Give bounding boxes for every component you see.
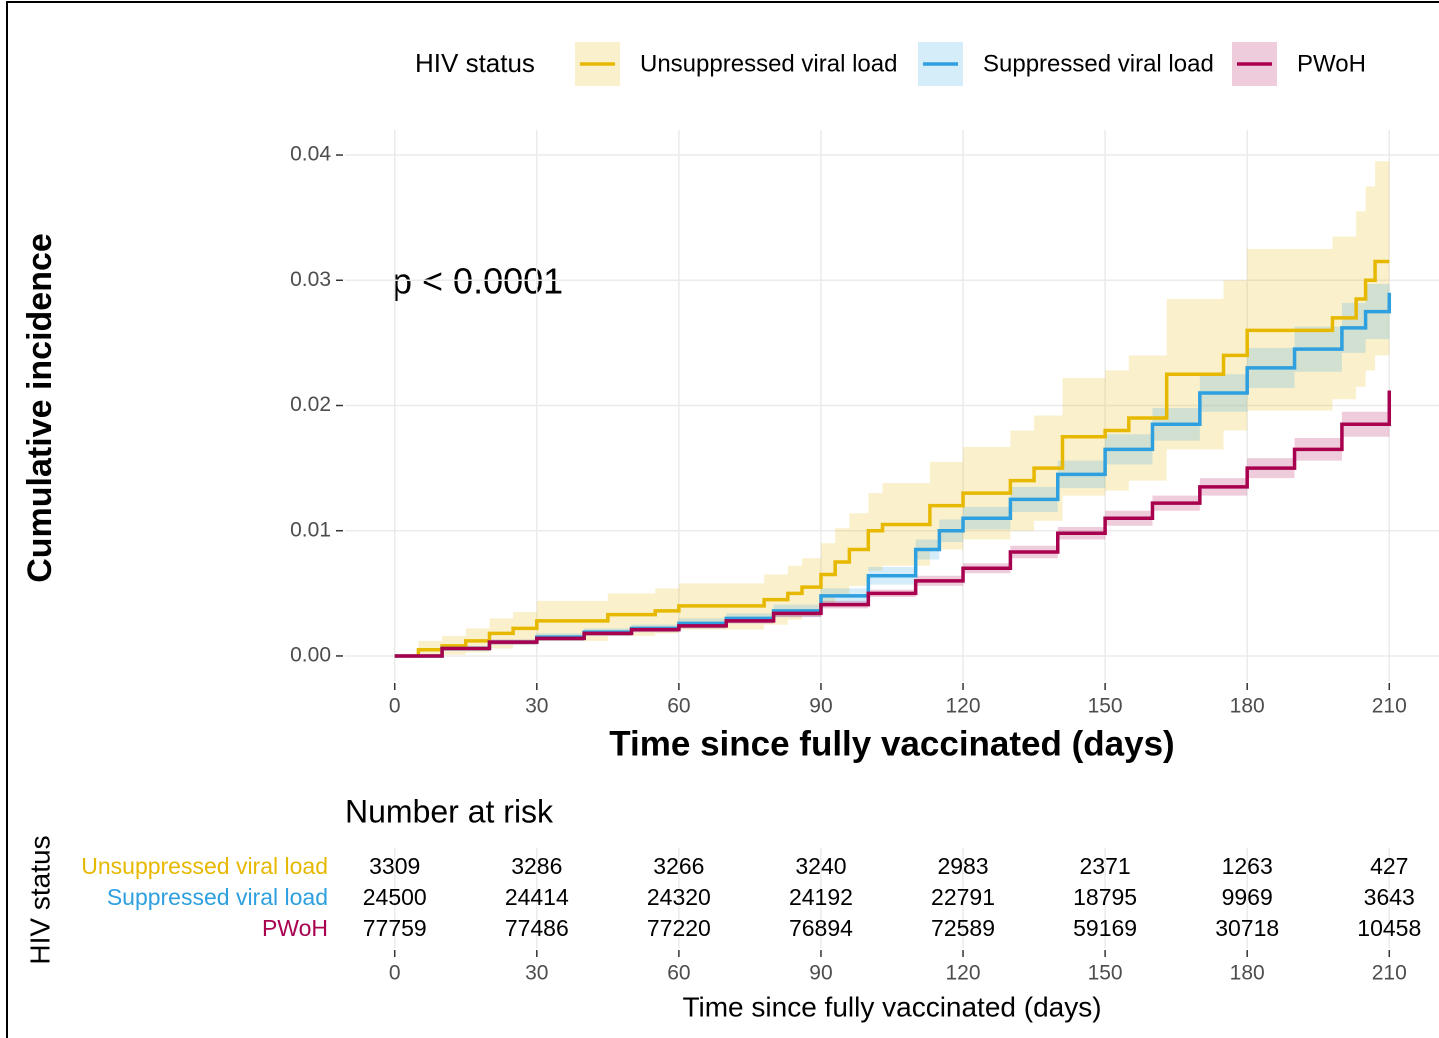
- table-cell: 22791: [931, 884, 995, 910]
- risk-table-y-title: HIV status: [24, 835, 55, 964]
- table-cell: 1263: [1222, 853, 1273, 879]
- table-cell: 77220: [647, 915, 711, 941]
- table-cell: 24320: [647, 884, 711, 910]
- table-cell: 10458: [1357, 915, 1421, 941]
- x-tick-label: 210: [1372, 695, 1407, 718]
- table-x-tick-label: 180: [1230, 962, 1265, 985]
- x-tick-label: 90: [809, 695, 832, 718]
- x-tick-label: 0: [389, 695, 401, 718]
- table-cell: 2371: [1080, 853, 1131, 879]
- y-tick-label: 0.02: [290, 393, 331, 416]
- y-axis-title: Cumulative incidence: [21, 233, 59, 583]
- y-tick-label: 0.04: [290, 143, 331, 166]
- table-x-tick-label: 150: [1088, 962, 1123, 985]
- table-row-label: PWoH: [262, 915, 328, 941]
- table-cell: 3266: [653, 853, 704, 879]
- step-line: [394, 259, 1390, 658]
- table-cell: 18795: [1073, 884, 1137, 910]
- table-cell: 77486: [505, 915, 569, 941]
- y-tick-label: 0.00: [290, 644, 331, 667]
- table-cell: 24414: [505, 884, 569, 910]
- step-line: [394, 390, 1392, 658]
- table-cell: 2983: [937, 853, 988, 879]
- legend-title: HIV status: [415, 48, 535, 78]
- x-tick-label: 60: [667, 695, 690, 718]
- legend-label: Unsuppressed viral load: [640, 50, 897, 77]
- grid: [345, 130, 1439, 948]
- x-tick-label: 150: [1088, 695, 1123, 718]
- table-cell: 59169: [1073, 915, 1137, 941]
- table-x-tick-label: 60: [667, 962, 690, 985]
- x-axis-title: Time since fully vaccinated (days): [609, 724, 1174, 763]
- frame: [6, 1, 1439, 1038]
- table-x-tick-label: 210: [1372, 962, 1407, 985]
- y-tick-label: 0.03: [290, 268, 331, 291]
- table-cell: 3643: [1364, 884, 1415, 910]
- y-tick-label: 0.01: [290, 518, 331, 541]
- table-cell: 30718: [1215, 915, 1279, 941]
- table-x-tick-label: 0: [389, 962, 401, 985]
- risk-table-x-title: Time since fully vaccinated (days): [682, 991, 1101, 1022]
- table-cell: 3286: [511, 853, 562, 879]
- legend-label: PWoH: [1297, 50, 1366, 77]
- legend-label: Suppressed viral load: [983, 50, 1214, 77]
- table-x-tick-label: 120: [946, 962, 981, 985]
- table-row-label: Unsuppressed viral load: [81, 853, 328, 879]
- table-cell: 427: [1370, 853, 1408, 879]
- table-x-tick-label: 90: [809, 962, 832, 985]
- confidence-band: [394, 161, 1390, 656]
- lines: [394, 259, 1392, 658]
- x-tick-label: 180: [1230, 695, 1265, 718]
- risk-table-title: Number at risk: [345, 793, 554, 829]
- table-cell: 3240: [795, 853, 846, 879]
- table-cell: 76894: [789, 915, 853, 941]
- x-tick-label: 120: [946, 695, 981, 718]
- table-cell: 77759: [363, 915, 427, 941]
- table-x-tick-label: 30: [525, 962, 548, 985]
- table-cell: 24500: [363, 884, 427, 910]
- table-cell: 24192: [789, 884, 853, 910]
- table-cell: 3309: [369, 853, 420, 879]
- x-tick-label: 30: [525, 695, 548, 718]
- table-cell: 9969: [1222, 884, 1273, 910]
- table-cell: 72589: [931, 915, 995, 941]
- table-row-label: Suppressed viral load: [107, 884, 328, 910]
